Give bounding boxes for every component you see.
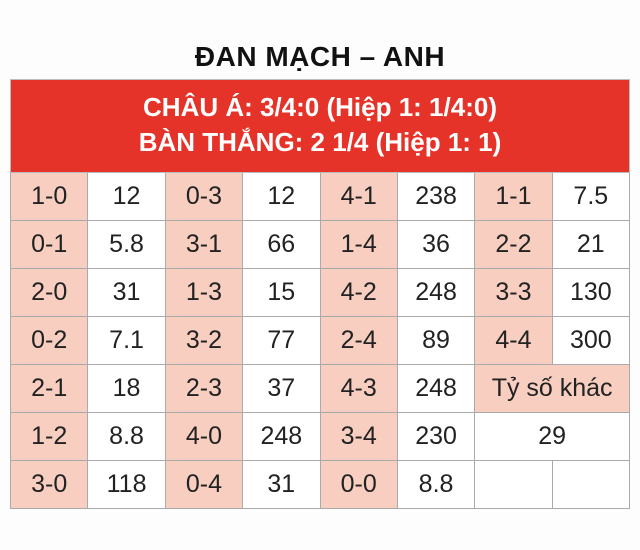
odds-cell: 130 xyxy=(553,269,630,317)
score-cell: 0-3 xyxy=(166,173,243,221)
odds-cell: 7.1 xyxy=(88,317,165,365)
score-cell: 2-4 xyxy=(321,317,398,365)
odds-cell: 230 xyxy=(398,413,475,461)
odds-cell: 248 xyxy=(398,269,475,317)
odds-cell: 18 xyxy=(88,365,165,413)
match-title: ĐAN MẠCH – ANH xyxy=(10,41,630,73)
score-cell: 1-4 xyxy=(321,221,398,269)
odds-cell: 31 xyxy=(243,461,320,509)
score-cell: 4-1 xyxy=(321,173,398,221)
score-cell: 2-3 xyxy=(166,365,243,413)
score-cell: 4-0 xyxy=(166,413,243,461)
odds-card: ĐAN MẠCH – ANH CHÂU Á: 3/4:0 (Hiệp 1: 1/… xyxy=(10,41,630,509)
odds-cell: 5.8 xyxy=(88,221,165,269)
odds-cell: 7.5 xyxy=(553,173,630,221)
score-cell: 4-3 xyxy=(321,365,398,413)
banner-line-2: BÀN THẮNG: 2 1/4 (Hiệp 1: 1) xyxy=(19,125,621,160)
odds-cell: 31 xyxy=(88,269,165,317)
empty-cell xyxy=(553,461,630,509)
odds-cell: 77 xyxy=(243,317,320,365)
other-score-value: 29 xyxy=(475,413,630,461)
score-cell: 4-4 xyxy=(475,317,552,365)
odds-cell: 300 xyxy=(553,317,630,365)
score-cell: 0-4 xyxy=(166,461,243,509)
score-cell: 1-2 xyxy=(11,413,88,461)
other-score-label: Tỷ số khác xyxy=(475,365,630,413)
odds-cell: 8.8 xyxy=(398,461,475,509)
odds-cell: 15 xyxy=(243,269,320,317)
score-cell: 1-3 xyxy=(166,269,243,317)
score-cell: 3-1 xyxy=(166,221,243,269)
score-cell: 2-2 xyxy=(475,221,552,269)
odds-cell: 12 xyxy=(88,173,165,221)
odds-cell: 248 xyxy=(243,413,320,461)
odds-cell: 21 xyxy=(553,221,630,269)
score-cell: 3-0 xyxy=(11,461,88,509)
score-cell: 3-2 xyxy=(166,317,243,365)
odds-cell: 36 xyxy=(398,221,475,269)
odds-cell: 89 xyxy=(398,317,475,365)
odds-cell: 12 xyxy=(243,173,320,221)
odds-cell: 118 xyxy=(88,461,165,509)
score-cell: 0-1 xyxy=(11,221,88,269)
score-cell: 1-1 xyxy=(475,173,552,221)
odds-cell: 248 xyxy=(398,365,475,413)
score-cell: 2-0 xyxy=(11,269,88,317)
empty-cell xyxy=(475,461,552,509)
odds-cell: 37 xyxy=(243,365,320,413)
score-cell: 2-1 xyxy=(11,365,88,413)
score-cell: 1-0 xyxy=(11,173,88,221)
score-cell: 3-3 xyxy=(475,269,552,317)
score-odds-table: 1-0 12 0-3 12 4-1 238 1-1 7.5 0-1 5.8 3-… xyxy=(10,173,630,509)
banner-line-1: CHÂU Á: 3/4:0 (Hiệp 1: 1/4:0) xyxy=(19,90,621,125)
odds-cell: 66 xyxy=(243,221,320,269)
odds-cell: 238 xyxy=(398,173,475,221)
score-cell: 0-2 xyxy=(11,317,88,365)
odds-banner: CHÂU Á: 3/4:0 (Hiệp 1: 1/4:0) BÀN THẮNG:… xyxy=(10,79,630,173)
score-cell: 4-2 xyxy=(321,269,398,317)
odds-cell: 8.8 xyxy=(88,413,165,461)
score-cell: 0-0 xyxy=(321,461,398,509)
score-cell: 3-4 xyxy=(321,413,398,461)
